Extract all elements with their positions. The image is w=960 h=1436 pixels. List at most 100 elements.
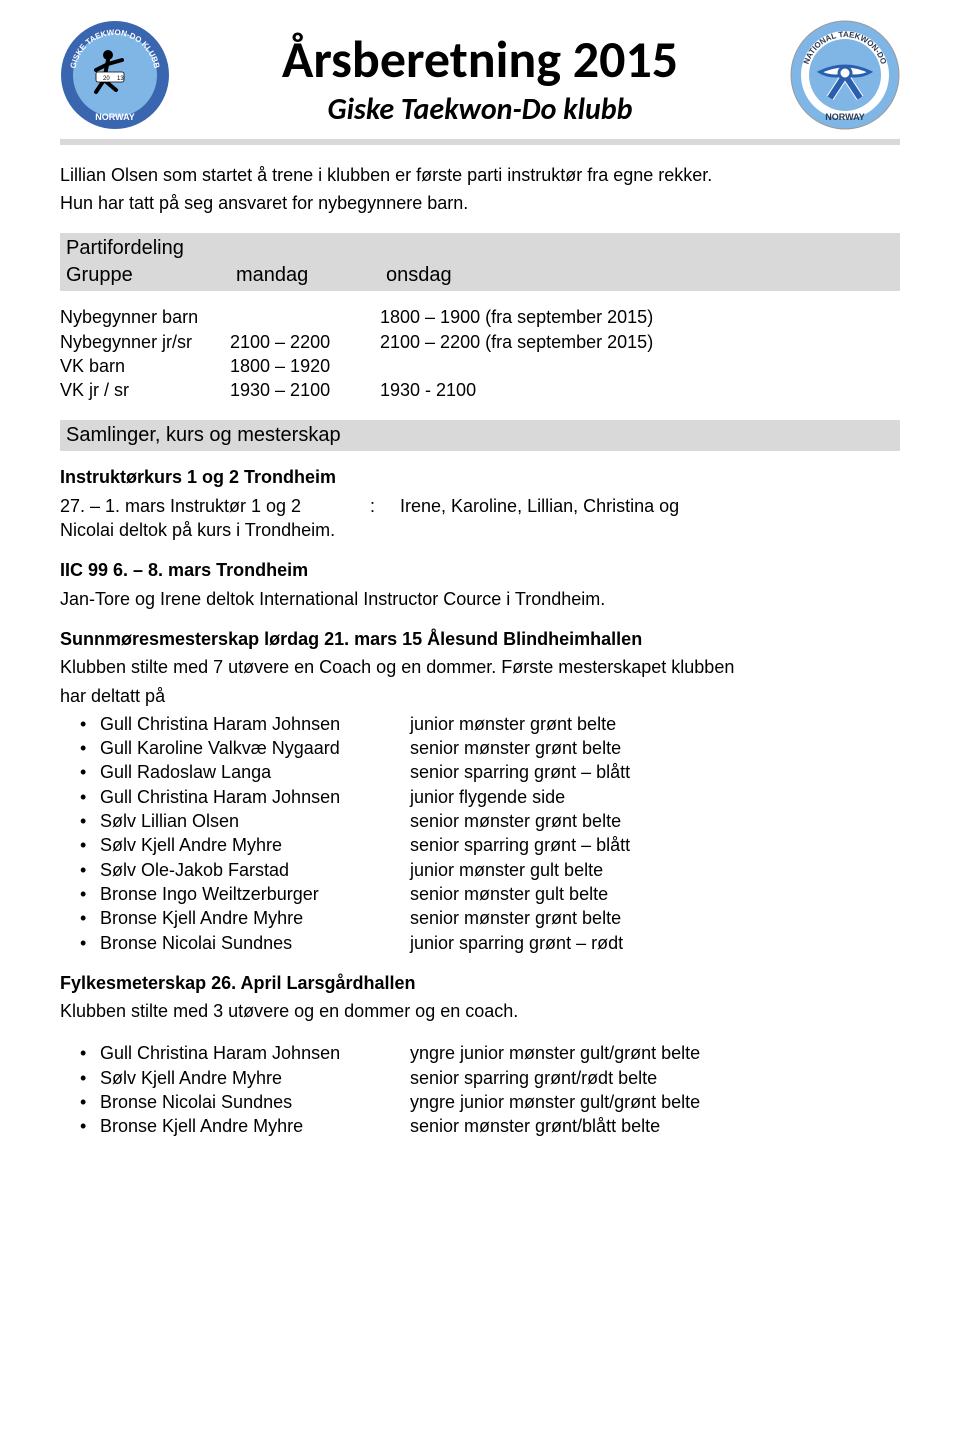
result-desc: junior mønster grønt belte: [410, 712, 900, 736]
federation-logo-right: NATIONAL TAEKWON-DO NORWAY: [790, 20, 900, 130]
result-name: Bronse Kjell Andre Myhre: [100, 1114, 410, 1138]
result-desc: senior mønster grønt/blått belte: [410, 1114, 900, 1138]
result-desc: senior sparring grønt – blått: [410, 833, 900, 857]
result-name: Gull Christina Haram Johnsen: [100, 712, 410, 736]
result-desc: senior mønster grønt belte: [410, 906, 900, 930]
result-name: Sølv Kjell Andre Myhre: [100, 833, 410, 857]
schedule-group: Nybegynner jr/sr: [60, 330, 230, 354]
header-divider: [60, 139, 900, 145]
result-desc: senior sparring grønt – blått: [410, 760, 900, 784]
instruktorkurs-line2: Nicolai deltok på kurs i Trondheim.: [60, 518, 900, 542]
schedule-group: VK barn: [60, 354, 230, 378]
bullet-icon: •: [60, 736, 100, 760]
club-logo-left: GISKE TAEKWON-DO KLUBB NORWAY 20 13: [60, 20, 170, 130]
section-partifordeling: Partifordeling Gruppe mandag onsdag: [60, 233, 900, 291]
bullet-icon: •: [60, 833, 100, 857]
result-desc: senior mønster grønt belte: [410, 809, 900, 833]
result-desc: junior mønster gult belte: [410, 858, 900, 882]
schedule-onsdag: 1800 – 1900 (fra september 2015): [380, 305, 900, 329]
result-item: •Gull Radoslaw Langasenior sparring grøn…: [60, 760, 900, 784]
bullet-icon: •: [60, 858, 100, 882]
result-name: Gull Radoslaw Langa: [100, 760, 410, 784]
partifordeling-header-row: Gruppe mandag onsdag: [66, 262, 894, 289]
col-gruppe: Gruppe: [66, 262, 236, 289]
sunnmore-results: •Gull Christina Haram Johnsenjunior møns…: [60, 712, 900, 955]
result-desc: junior sparring grønt – rødt: [410, 931, 900, 955]
result-item: •Sølv Lillian Olsensenior mønster grønt …: [60, 809, 900, 833]
instruktorkurs-line: 27. – 1. mars Instruktør 1 og 2 : Irene,…: [60, 494, 900, 518]
svg-text:13: 13: [117, 76, 124, 82]
result-name: Gull Christina Haram Johnsen: [100, 1041, 410, 1065]
sunnmore-intro1: Klubben stilte med 7 utøvere en Coach og…: [60, 655, 900, 679]
bullet-icon: •: [60, 1041, 100, 1065]
schedule-group: Nybegynner barn: [60, 305, 230, 329]
result-name: Bronse Ingo Weiltzerburger: [100, 882, 410, 906]
instruktorkurs-sep: :: [370, 494, 400, 518]
result-item: •Gull Christina Haram Johnsenjunior flyg…: [60, 785, 900, 809]
iic-block: IIC 99 6. – 8. mars Trondheim Jan-Tore o…: [60, 558, 900, 611]
schedule-mandag: 2100 – 2200: [230, 330, 380, 354]
fylkes-intro: Klubben stilte med 3 utøvere og en domme…: [60, 999, 900, 1023]
schedule-row: Nybegynner jr/sr 2100 – 2200 2100 – 2200…: [60, 330, 900, 354]
partifordeling-title: Partifordeling: [66, 235, 894, 262]
schedule-onsdag: [380, 354, 900, 378]
result-item: •Bronse Kjell Andre Myhresenior mønster …: [60, 1114, 900, 1138]
main-title: Årsberetning 2015: [170, 24, 790, 94]
result-name: Bronse Kjell Andre Myhre: [100, 906, 410, 930]
col-mandag: mandag: [236, 262, 386, 289]
bullet-icon: •: [60, 931, 100, 955]
fylkes-results: •Gull Christina Haram Johnsenyngre junio…: [60, 1041, 900, 1138]
document-header: GISKE TAEKWON-DO KLUBB NORWAY 20 13 Årsb…: [60, 20, 900, 131]
fylkes-block: Fylkesmeterskap 26. April Larsgårdhallen…: [60, 971, 900, 1139]
result-item: •Sølv Kjell Andre Myhresenior sparring g…: [60, 1066, 900, 1090]
schedule-mandag: 1800 – 1920: [230, 354, 380, 378]
svg-text:20: 20: [103, 76, 110, 82]
schedule-group: VK jr / sr: [60, 378, 230, 402]
result-name: Sølv Lillian Olsen: [100, 809, 410, 833]
iic-text: Jan-Tore og Irene deltok International I…: [60, 587, 900, 611]
result-desc: senior mønster gult belte: [410, 882, 900, 906]
result-item: •Gull Christina Haram Johnsenyngre junio…: [60, 1041, 900, 1065]
bullet-icon: •: [60, 882, 100, 906]
result-item: •Bronse Nicolai Sundnesyngre junior møns…: [60, 1090, 900, 1114]
schedule-row: VK barn 1800 – 1920: [60, 354, 900, 378]
result-desc: junior flygende side: [410, 785, 900, 809]
instruktorkurs-heading: Instruktørkurs 1 og 2 Trondheim: [60, 465, 900, 489]
bullet-icon: •: [60, 809, 100, 833]
result-name: Sølv Ole-Jakob Farstad: [100, 858, 410, 882]
svg-text:NORWAY: NORWAY: [825, 112, 865, 122]
result-name: Bronse Nicolai Sundnes: [100, 1090, 410, 1114]
schedule-onsdag: 2100 – 2200 (fra september 2015): [380, 330, 900, 354]
result-item: •Sølv Kjell Andre Myhresenior sparring g…: [60, 833, 900, 857]
schedule-table: Nybegynner barn 1800 – 1900 (fra septemb…: [60, 305, 900, 402]
sunnmore-intro2: har deltatt på: [60, 684, 900, 708]
result-name: Gull Christina Haram Johnsen: [100, 785, 410, 809]
iic-heading: IIC 99 6. – 8. mars Trondheim: [60, 558, 900, 582]
bullet-icon: •: [60, 1114, 100, 1138]
title-block: Årsberetning 2015 Giske Taekwon-Do klubb: [170, 20, 790, 131]
instruktorkurs-block: Instruktørkurs 1 og 2 Trondheim 27. – 1.…: [60, 465, 900, 542]
subtitle: Giske Taekwon-Do klubb: [170, 90, 790, 131]
svg-text:NORWAY: NORWAY: [95, 112, 135, 122]
intro-line-1: Lillian Olsen som startet å trene i klub…: [60, 163, 900, 187]
schedule-row: Nybegynner barn 1800 – 1900 (fra septemb…: [60, 305, 900, 329]
schedule-row: VK jr / sr 1930 – 2100 1930 - 2100: [60, 378, 900, 402]
instruktorkurs-date: 27. – 1. mars: [60, 494, 170, 518]
schedule-mandag: [230, 305, 380, 329]
bullet-icon: •: [60, 760, 100, 784]
schedule-mandag: 1930 – 2100: [230, 378, 380, 402]
bullet-icon: •: [60, 712, 100, 736]
result-item: •Sølv Ole-Jakob Farstadjunior mønster gu…: [60, 858, 900, 882]
result-item: •Gull Christina Haram Johnsenjunior møns…: [60, 712, 900, 736]
sunnmore-block: Sunnmøresmesterskap lørdag 21. mars 15 Å…: [60, 627, 900, 955]
result-name: Sølv Kjell Andre Myhre: [100, 1066, 410, 1090]
result-desc: senior mønster grønt belte: [410, 736, 900, 760]
instruktorkurs-role: Instruktør 1 og 2: [170, 494, 370, 518]
bullet-icon: •: [60, 1090, 100, 1114]
bullet-icon: •: [60, 906, 100, 930]
result-name: Gull Karoline Valkvæ Nygaard: [100, 736, 410, 760]
result-item: •Bronse Nicolai Sundnesjunior sparring g…: [60, 931, 900, 955]
intro-paragraph: Lillian Olsen som startet å trene i klub…: [60, 163, 900, 216]
intro-line-2: Hun har tatt på seg ansvaret for nybegyn…: [60, 191, 900, 215]
sunnmore-heading: Sunnmøresmesterskap lørdag 21. mars 15 Å…: [60, 627, 900, 651]
